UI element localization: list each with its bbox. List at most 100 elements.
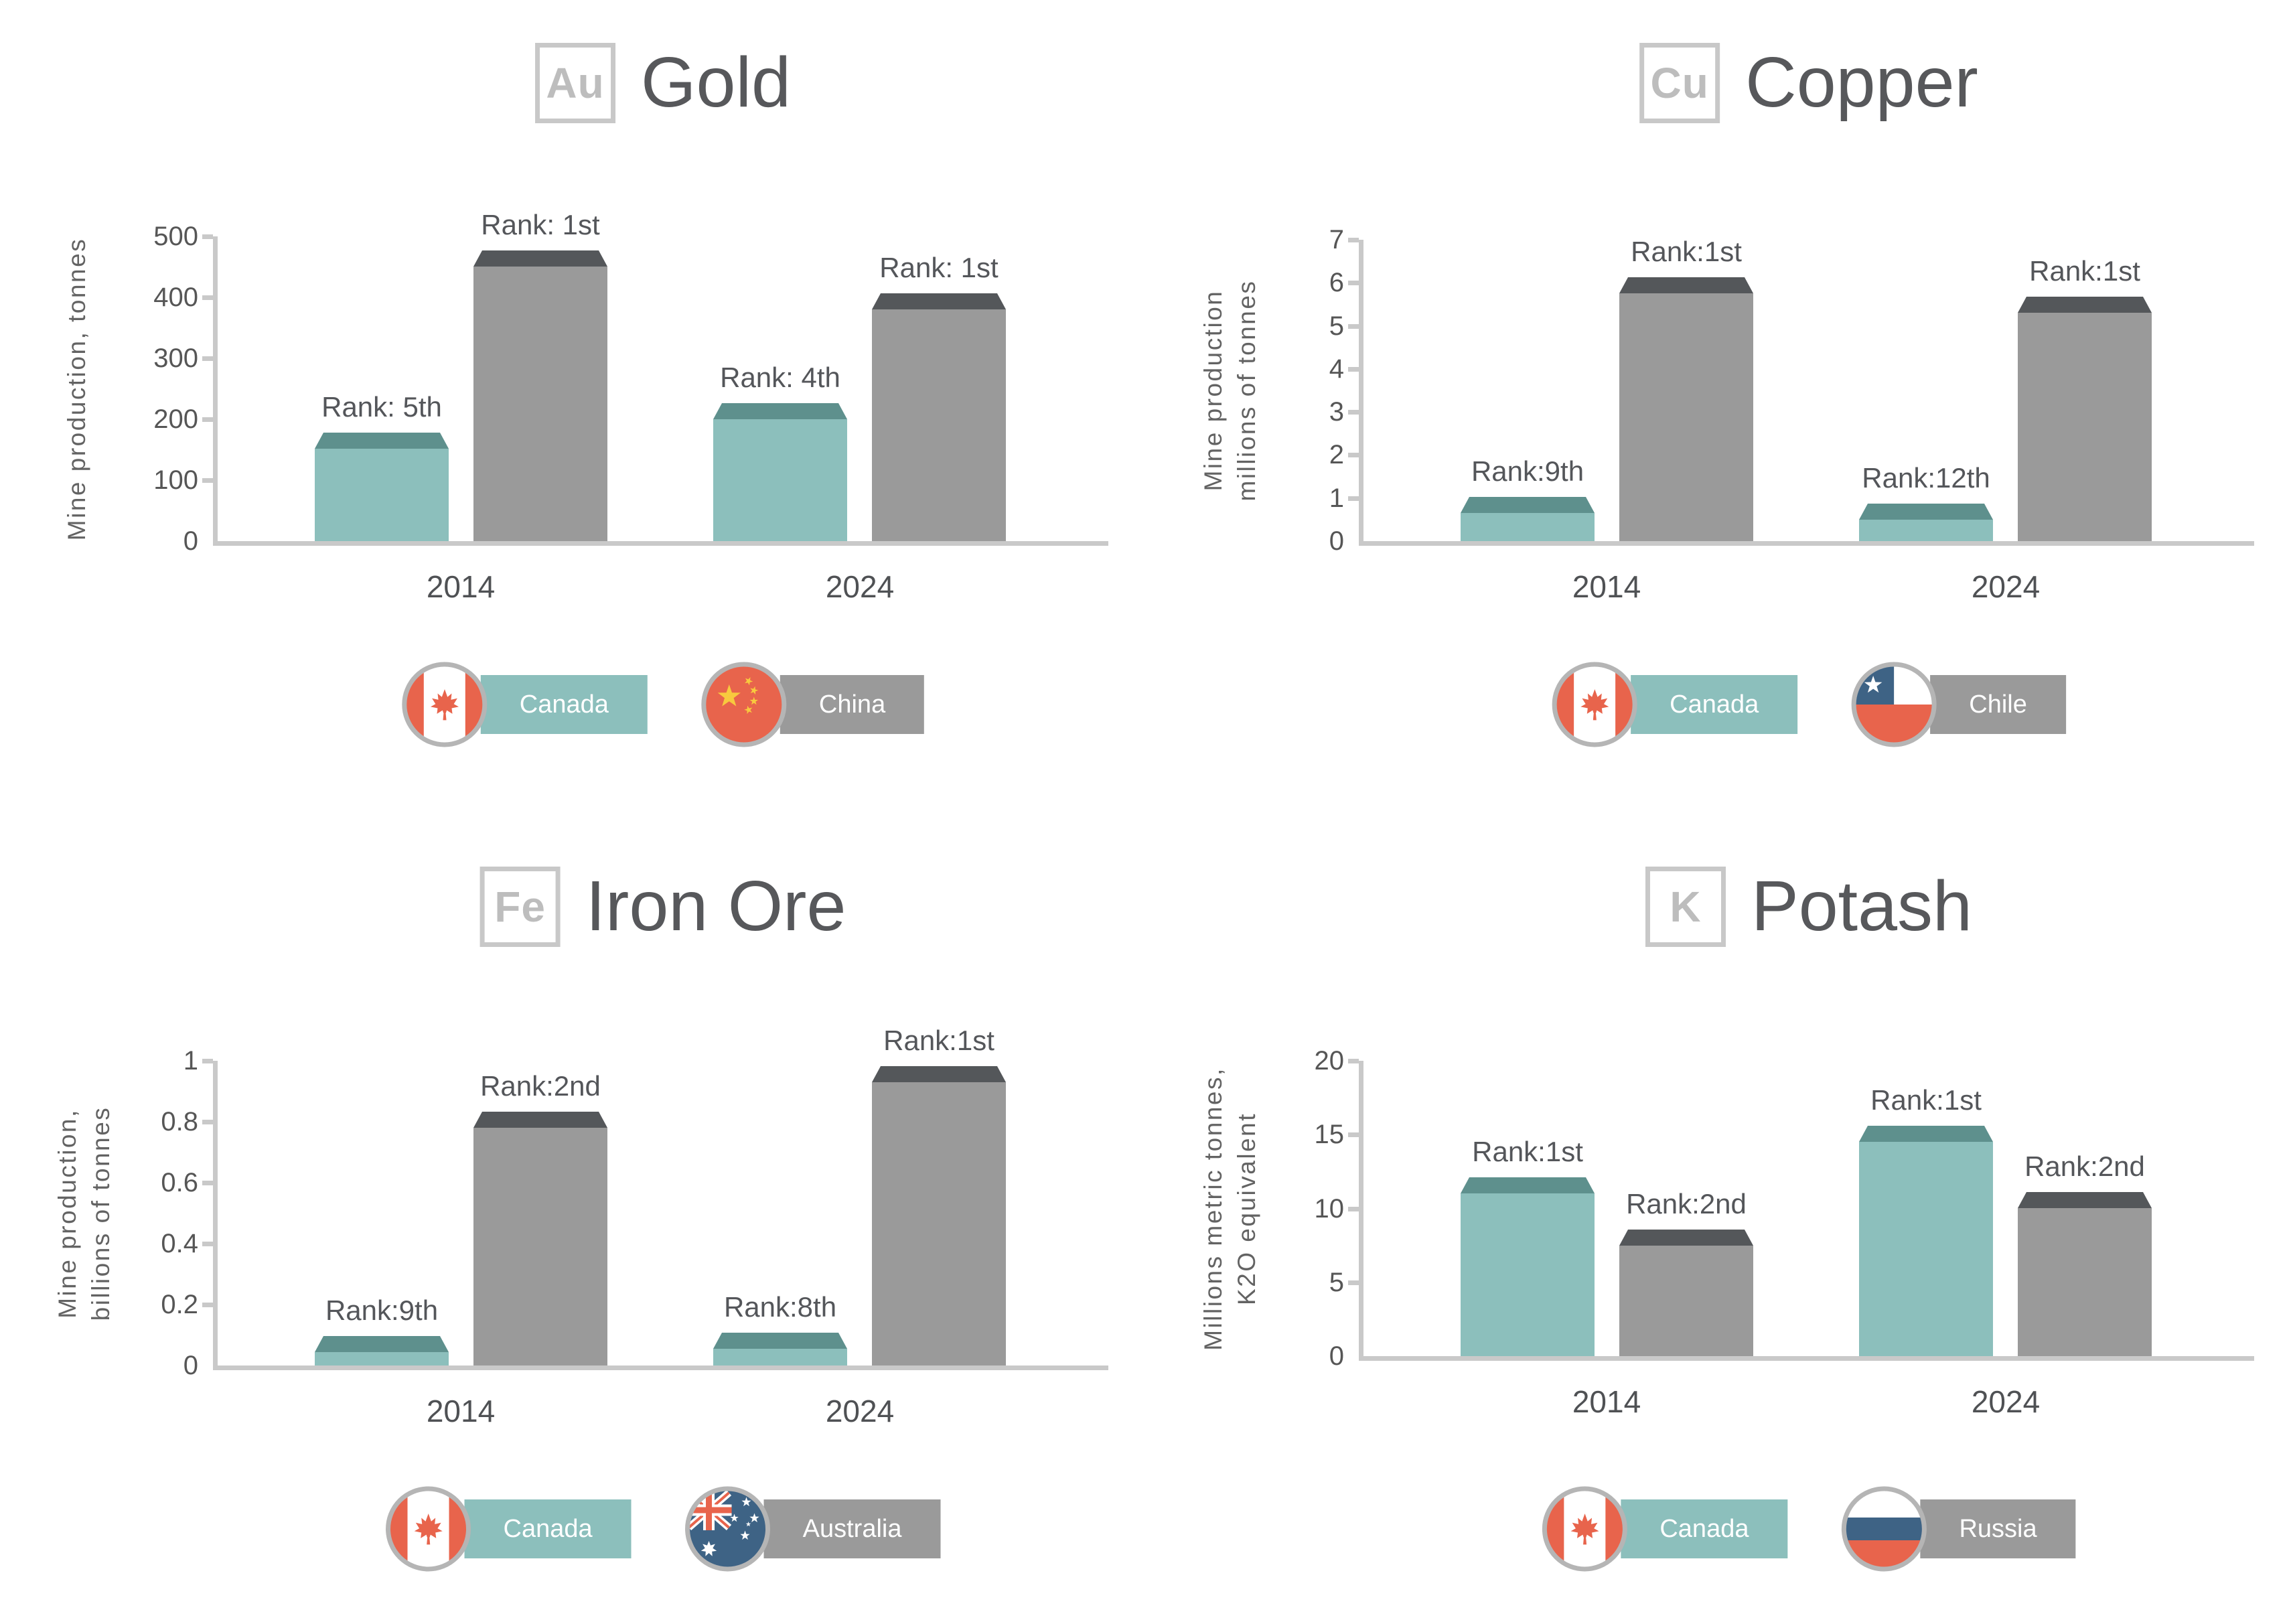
y-axis-tick-label: 0.2 bbox=[161, 1290, 198, 1319]
legend-label: Australia bbox=[763, 1499, 941, 1558]
rank-label: Rank:8th bbox=[723, 1291, 837, 1323]
chile-flag-icon bbox=[1851, 662, 1937, 747]
y-axis-tick bbox=[1348, 496, 1359, 501]
y-axis-tick bbox=[202, 234, 213, 239]
legend-label: Russia bbox=[1920, 1499, 2076, 1558]
chart-title-text: Copper bbox=[1745, 43, 1978, 122]
y-axis-tick-label: 300 bbox=[153, 344, 198, 373]
y-axis-tick-label: 3 bbox=[1329, 397, 1344, 427]
x-axis-category-label: 2014 bbox=[1572, 569, 1641, 604]
iron-ore-chart-panel: Fe Iron Ore Mine production, billions of to… bbox=[0, 812, 1145, 1624]
canada-bar-cap bbox=[713, 1333, 847, 1349]
gold-chart-panel: Au Gold Mine production, tonnes 0 100 200 300 4… bbox=[0, 0, 1145, 812]
chart-title-text: Potash bbox=[1751, 867, 1973, 946]
canada-bar-cap bbox=[1461, 1177, 1595, 1193]
y-axis-line bbox=[1359, 1061, 1363, 1361]
y-axis-tick-label: 5 bbox=[1329, 1267, 1344, 1297]
australia-flag-icon bbox=[685, 1486, 771, 1572]
australia-bar-cap bbox=[872, 1066, 1006, 1082]
y-axis-tick-label: 10 bbox=[1314, 1193, 1345, 1224]
element-symbol-box: Fe bbox=[479, 866, 561, 947]
rank-label: Rank: 5th bbox=[321, 391, 442, 423]
canada-bar-cap bbox=[1859, 504, 1993, 520]
canada-bar-2014 bbox=[315, 1352, 449, 1365]
russia-bar-cap bbox=[2018, 1192, 2152, 1208]
x-axis-line bbox=[213, 1365, 1108, 1370]
canada-bar-2014 bbox=[315, 449, 449, 541]
y-axis-tick-label: 20 bbox=[1314, 1046, 1345, 1076]
rank-label: Rank:1st bbox=[2029, 255, 2140, 287]
y-axis-tick-label: 0 bbox=[1329, 1341, 1344, 1371]
x-axis-line bbox=[1359, 1356, 2254, 1361]
y-axis-tick-label: 2 bbox=[1329, 440, 1344, 470]
x-axis-category-label: 2024 bbox=[825, 569, 895, 604]
element-symbol-box: K bbox=[1645, 866, 1726, 947]
canada-flag-icon bbox=[1552, 662, 1637, 747]
chile-bar-cap bbox=[1619, 277, 1753, 293]
legend-item-canada: Canada bbox=[1542, 1486, 1788, 1572]
rank-label: Rank:2nd bbox=[1626, 1188, 1747, 1220]
y-axis-tick-label: 6 bbox=[1329, 268, 1344, 298]
legend-label: Canada bbox=[464, 1499, 632, 1558]
chile-bar-cap bbox=[2018, 297, 2152, 313]
rank-label: Rank:1st bbox=[1870, 1084, 1982, 1116]
element-symbol: K bbox=[1670, 882, 1702, 931]
y-axis-tick bbox=[202, 1242, 213, 1246]
y-axis-tick-label: 1 bbox=[1329, 483, 1344, 513]
copper-chart-panel: Cu Copper Mine production millions of tonne… bbox=[1146, 0, 2291, 812]
y-axis-line bbox=[213, 236, 218, 546]
legend-item-canada: Canada bbox=[402, 662, 648, 747]
y-axis-tick-label: 4 bbox=[1329, 354, 1344, 384]
canada-bar-cap bbox=[1461, 497, 1595, 513]
rank-label: Rank:12th bbox=[1862, 462, 1990, 494]
canada-bar-2024 bbox=[713, 419, 847, 541]
chile-bar-2024 bbox=[2018, 313, 2152, 541]
legend-item-australia: Australia bbox=[685, 1486, 941, 1572]
y-axis-line bbox=[213, 1061, 218, 1370]
y-axis-tick bbox=[202, 1059, 213, 1063]
element-symbol-box: Cu bbox=[1639, 42, 1720, 123]
legend-label: China bbox=[780, 675, 925, 734]
canada-bar-2024 bbox=[713, 1349, 847, 1365]
rank-label: Rank: 4th bbox=[720, 362, 840, 393]
y-axis-tick bbox=[202, 417, 213, 422]
y-axis-title-line: Mine production, bbox=[54, 1108, 81, 1319]
y-axis-tick bbox=[1348, 1059, 1359, 1063]
chart-title: Au Gold bbox=[535, 42, 791, 123]
rank-label: Rank:1st bbox=[883, 1025, 994, 1056]
x-axis-category-label: 2024 bbox=[1971, 569, 2041, 604]
rank-label: Rank: 1st bbox=[481, 209, 600, 240]
y-axis-tick-label: 200 bbox=[153, 404, 198, 434]
y-axis-tick-label: 100 bbox=[153, 465, 198, 495]
legend-label: Chile bbox=[1930, 675, 2066, 734]
y-axis-tick bbox=[202, 1303, 213, 1307]
y-axis-title-line: Millions metric tonnes, bbox=[1199, 1066, 1227, 1351]
china-flag-icon bbox=[701, 662, 787, 747]
y-axis-tick bbox=[1348, 238, 1359, 242]
element-symbol: Au bbox=[546, 58, 605, 107]
y-axis-title-line: Mine production bbox=[1199, 289, 1227, 492]
legend: Canada Chile bbox=[1552, 662, 2066, 747]
china-bar-cap bbox=[872, 293, 1006, 309]
chile-bar-2014 bbox=[1619, 293, 1753, 541]
rank-label: Rank:2nd bbox=[2024, 1151, 2145, 1182]
rank-label: Rank:2nd bbox=[480, 1070, 601, 1102]
rank-label: Rank:9th bbox=[1471, 455, 1584, 487]
canada-bar-2024 bbox=[1859, 1142, 1993, 1356]
legend-label: Canada bbox=[480, 675, 648, 734]
canada-bar-2014 bbox=[1461, 513, 1595, 541]
y-axis-tick bbox=[202, 356, 213, 361]
y-axis-tick-label: 0 bbox=[183, 1351, 198, 1380]
y-axis-tick bbox=[1348, 1206, 1359, 1211]
y-axis-tick bbox=[1348, 453, 1359, 458]
russia-bar-cap bbox=[1619, 1230, 1753, 1246]
x-axis-category-label: 2024 bbox=[825, 1394, 895, 1428]
legend: Canada China bbox=[402, 662, 925, 747]
canada-flag-icon bbox=[1542, 1486, 1627, 1572]
russia-flag-icon bbox=[1841, 1486, 1927, 1572]
x-axis-category-label: 2014 bbox=[1572, 1384, 1641, 1419]
canada-bar-cap bbox=[713, 403, 847, 419]
australia-bar-cap bbox=[473, 1112, 607, 1128]
chart-title: Cu Copper bbox=[1639, 42, 1978, 123]
